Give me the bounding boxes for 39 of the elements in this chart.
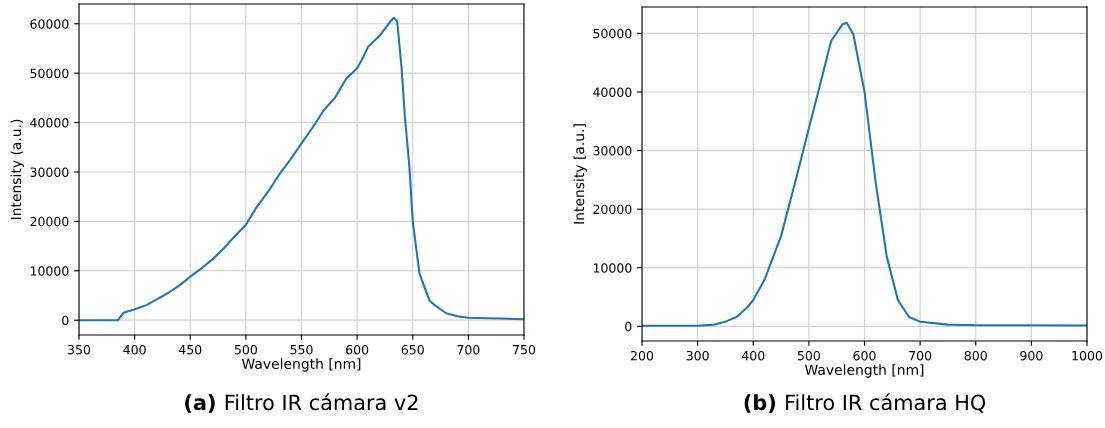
x-tick-label: 300 [686, 350, 709, 361]
x-tick-label: 200 [630, 350, 654, 361]
y-tick-label: 20000 [593, 204, 632, 215]
x-tick-label: 700 [909, 350, 932, 361]
x-tick-label: 500 [797, 350, 820, 361]
x-axis-title: Wavelength [nm] [804, 364, 924, 378]
y-axis-title: Intensity [a.u.] [573, 124, 587, 224]
x-tick-label: 350 [68, 344, 91, 355]
x-tick-label: 750 [513, 344, 536, 355]
y-axis-title: Intensity (a.u.) [10, 119, 24, 220]
x-tick-label: 400 [123, 344, 146, 355]
text: (a) Filtro IR cámara v2 [185, 393, 418, 413]
x-tick-label: 550 [290, 344, 313, 355]
y-tick-label: 30000 [593, 146, 632, 156]
x-tick-label: 800 [964, 350, 987, 361]
x-axis-title: Wavelength [nm] [241, 358, 361, 372]
y-tick-label: 30000 [30, 167, 69, 177]
y-tick-label: 40000 [593, 87, 632, 97]
x-tick-label: 450 [178, 344, 202, 355]
line-series [642, 21, 1087, 327]
x-tick-label: 1000 [1072, 350, 1103, 361]
y-tick-label: 0 [62, 315, 69, 326]
x-tick-label: 600 [853, 350, 876, 361]
x-tick-label: 700 [457, 344, 480, 355]
y-tick-label: 60000 [30, 19, 69, 29]
y-tick-label: 40000 [30, 118, 69, 128]
y-tick-label: 50000 [593, 28, 632, 39]
x-tick-label: 600 [346, 344, 369, 355]
x-tick-label: 400 [741, 350, 765, 361]
x-tick-label: 650 [401, 344, 424, 355]
text: (b) Filtro IR cámara HQ [744, 393, 986, 413]
y-tick-label: 10000 [30, 266, 69, 276]
y-tick-label: 10000 [593, 263, 632, 273]
y-tick-label: 50000 [30, 68, 69, 79]
y-tick-label: 20000 [30, 216, 69, 227]
y-tick-label: 0 [625, 321, 632, 332]
line-series [79, 16, 524, 322]
x-tick-label: 500 [234, 344, 257, 355]
x-tick-label: 900 [1020, 350, 1043, 361]
